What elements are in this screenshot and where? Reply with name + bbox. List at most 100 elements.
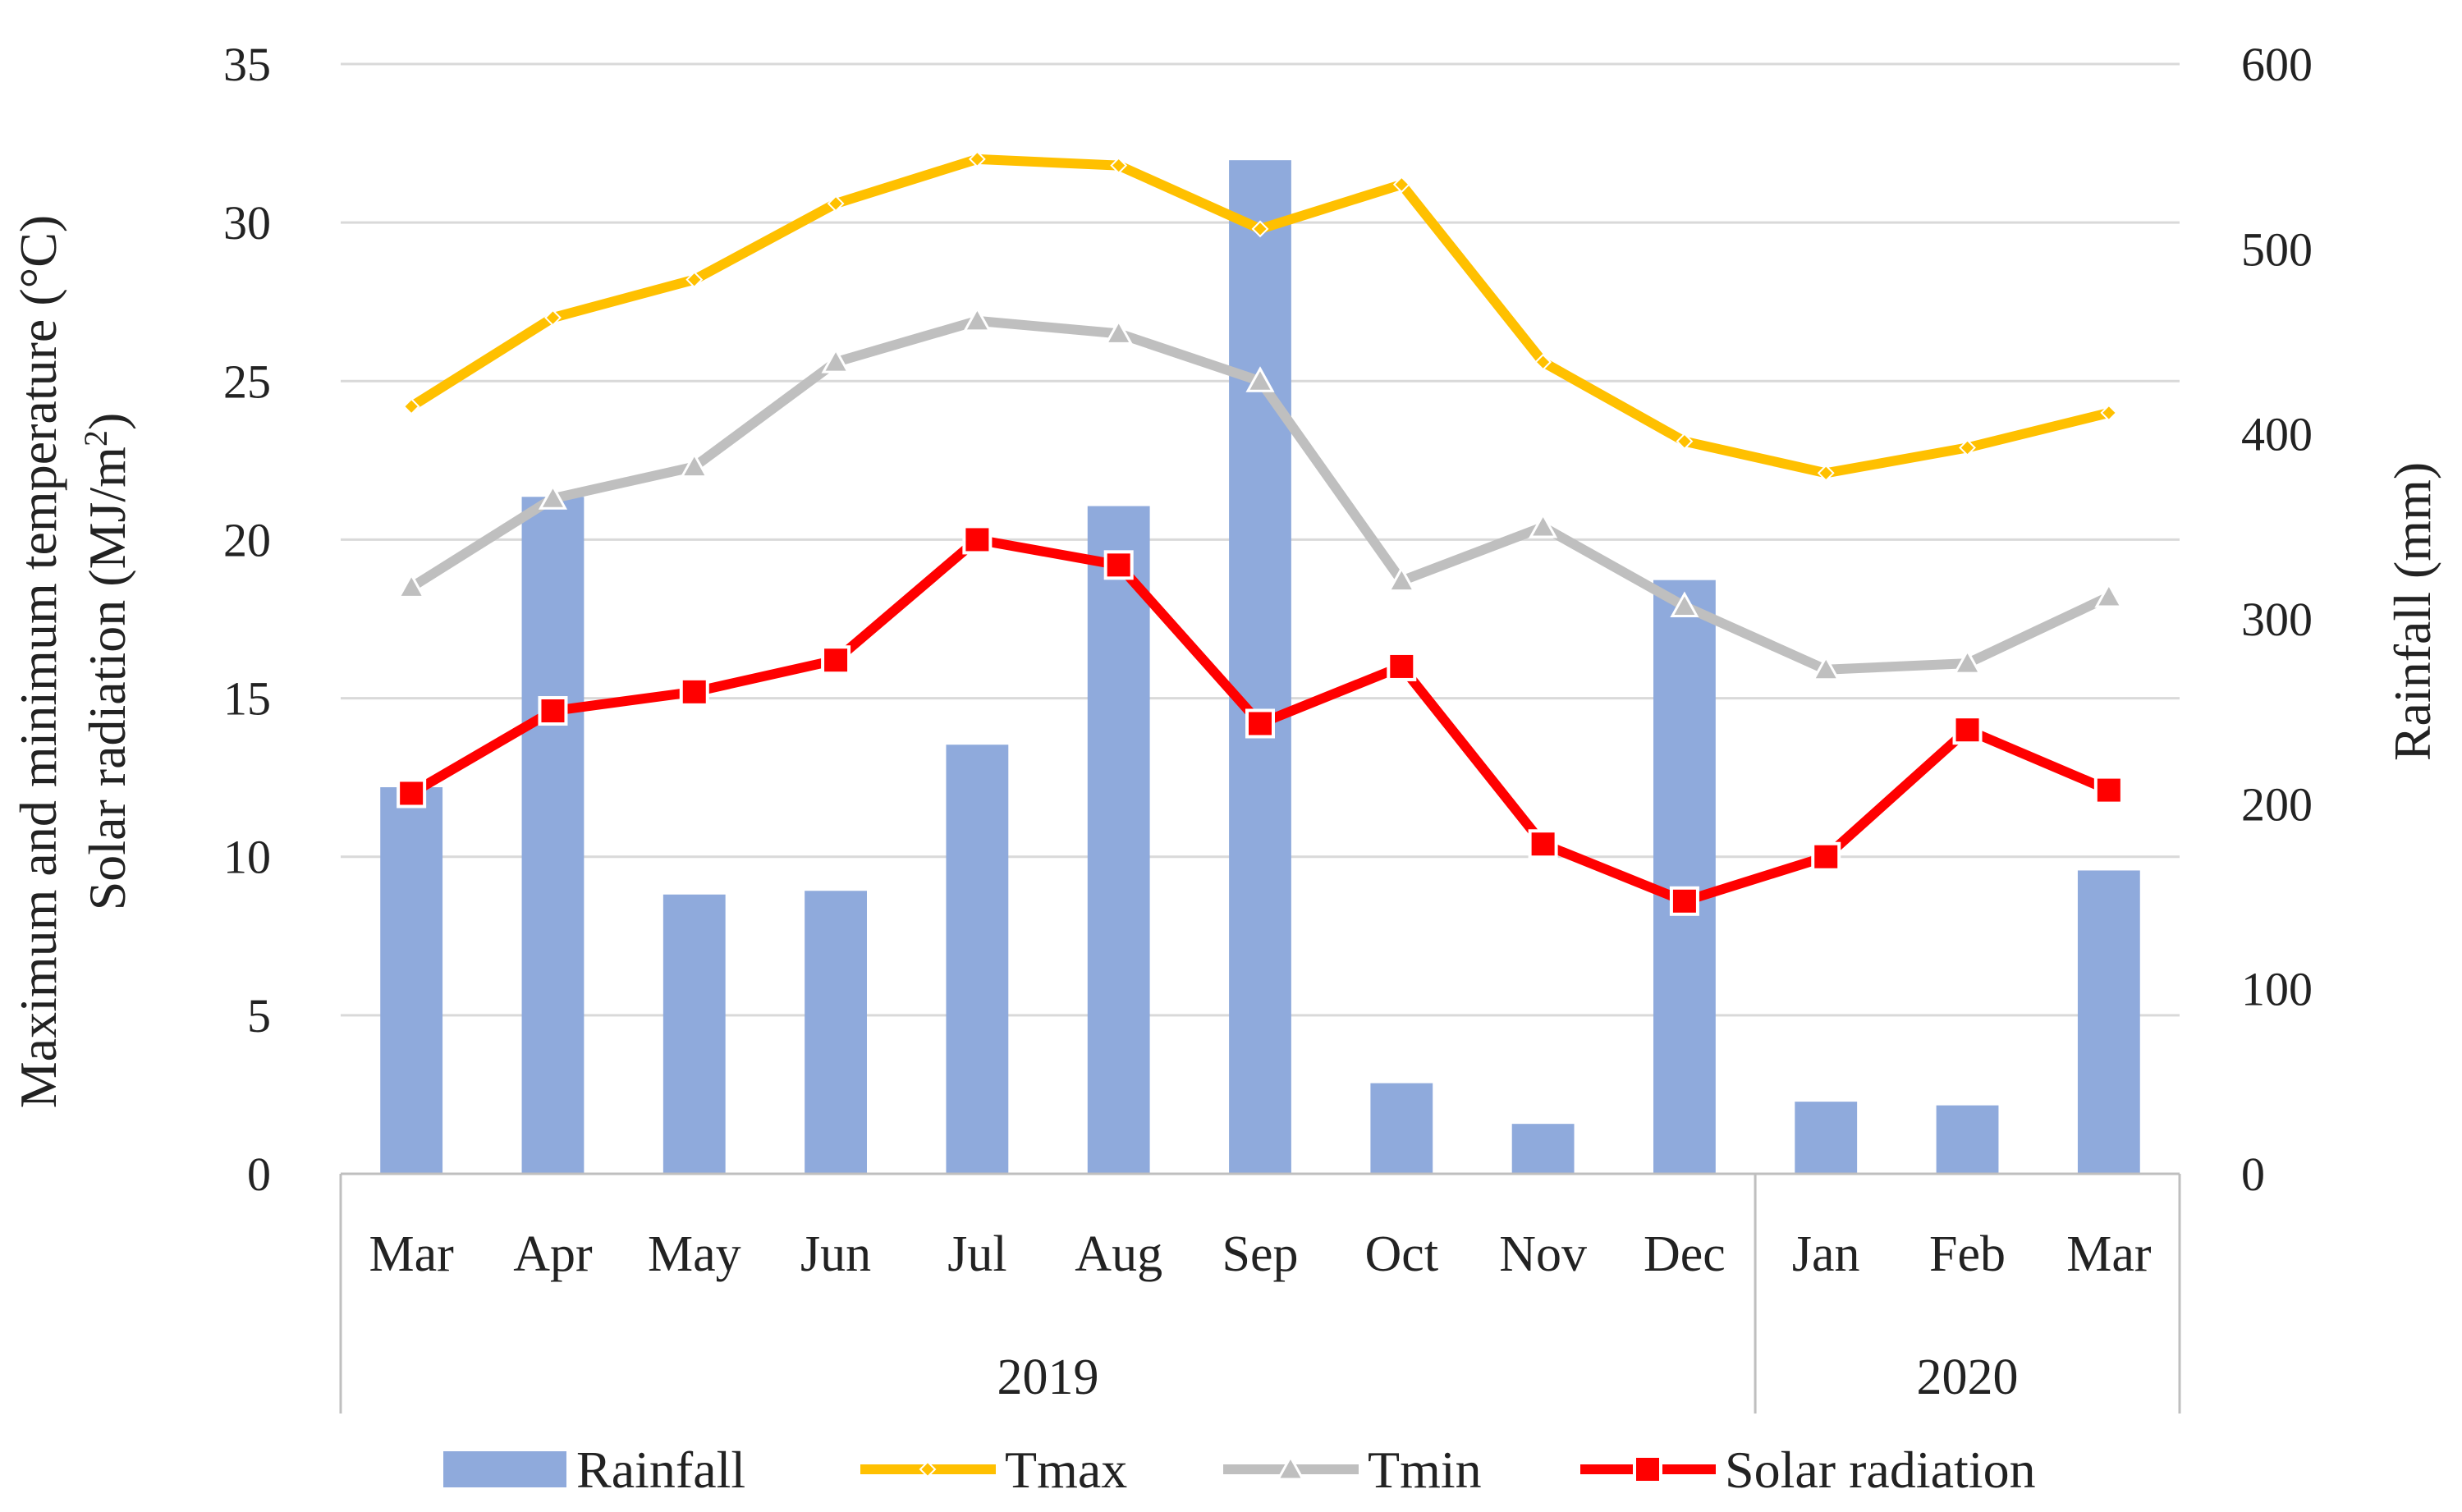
solar-radiation-point <box>1669 886 1699 916</box>
tmax-point <box>544 309 562 327</box>
legend-marker-tmax <box>919 1460 937 1478</box>
category-label: Nov <box>1499 1226 1587 1282</box>
rainfall-bar <box>662 894 726 1174</box>
year-label: 2020 <box>1917 1349 2019 1405</box>
tmax-point <box>968 150 986 168</box>
tmax-point <box>1392 176 1410 194</box>
tmax-point <box>402 397 420 415</box>
tmin-point <box>1952 648 1983 675</box>
left-tick-label: 30 <box>223 196 271 250</box>
tmax-point <box>1676 433 1694 451</box>
tmax-point <box>1110 157 1128 175</box>
left-tick-label: 10 <box>223 831 271 884</box>
tmin-point <box>821 347 850 373</box>
tmin-point <box>1387 566 1416 593</box>
rainfall-bar <box>1370 1083 1433 1174</box>
solar-radiation-point <box>679 676 709 707</box>
legend-marker-tmin <box>1276 1454 1305 1481</box>
legend-swatch-rainfall <box>443 1451 566 1487</box>
category-label: Jan <box>1792 1226 1860 1282</box>
left-tick-label: 5 <box>247 989 271 1042</box>
year-label: 2019 <box>997 1349 1099 1405</box>
solar-radiation-point <box>1952 715 1983 745</box>
legend-label-solar-radiation: Solar radiation <box>1725 1441 2036 1499</box>
right-axis-title: Rainfall (mm) <box>2383 462 2441 761</box>
tmin-point <box>538 483 568 510</box>
right-tick-label: 600 <box>2241 38 2313 91</box>
rainfall-bar <box>1936 1105 1999 1174</box>
tmax-point <box>1959 438 1976 456</box>
rainfall-bar <box>1653 580 1716 1174</box>
tmin-point <box>680 451 709 479</box>
solar-radiation-point <box>962 525 993 555</box>
category-label: Jun <box>800 1226 871 1282</box>
rainfall-bars <box>380 160 2140 1174</box>
line-series <box>397 150 2124 916</box>
rainfall-bar <box>2077 870 2140 1174</box>
category-label: Oct <box>1365 1226 1439 1282</box>
rainfall-bar <box>946 745 1009 1174</box>
tmax-point <box>1817 464 1835 482</box>
right-tick-label: 400 <box>2241 408 2313 461</box>
category-label: Apr <box>513 1226 593 1282</box>
legend-label-tmin: Tmin <box>1368 1441 1482 1499</box>
legend-marker-solar-radiation <box>1633 1455 1662 1484</box>
right-tick-label: 500 <box>2241 222 2313 276</box>
solar-radiation-point <box>1811 841 1841 872</box>
solar-radiation-point <box>538 696 568 726</box>
category-label: Aug <box>1075 1226 1162 1282</box>
category-label: May <box>648 1226 741 1282</box>
left-tick-label: 20 <box>223 513 271 566</box>
rainfall-bar <box>1229 160 1291 1174</box>
rainfall-bar <box>1511 1124 1575 1174</box>
tmin-point <box>1529 511 1558 538</box>
tmin-point <box>2094 581 2124 608</box>
rainfall-bar <box>380 787 443 1174</box>
rainfall-bar <box>521 497 585 1174</box>
solar-radiation-point <box>821 645 851 676</box>
right-tick-label: 300 <box>2241 593 2313 646</box>
tmax-point <box>1251 220 1269 238</box>
tmin-point <box>1104 318 1134 345</box>
tmin-point <box>1811 654 1841 681</box>
solar-radiation-point <box>397 778 427 809</box>
category-label: Mar <box>369 1226 455 1282</box>
category-axis <box>339 1172 2181 1413</box>
tmin-point <box>397 572 426 598</box>
solar-radiation-point <box>2093 775 2124 805</box>
rainfall-bar <box>1087 506 1150 1174</box>
right-tick-label: 100 <box>2241 963 2313 1016</box>
left-axis-title-line1: Maximum and minimum temperature (°C) <box>9 215 67 1108</box>
right-axis-ticks: 0 100 200 300 400 500 600 <box>2241 38 2313 1201</box>
right-tick-label: 200 <box>2241 777 2313 831</box>
left-tick-label: 15 <box>223 672 271 726</box>
tmin-point <box>962 305 992 332</box>
left-tick-label: 35 <box>223 38 271 91</box>
left-axis-ticks: 0 5 10 15 20 25 30 35 <box>223 38 271 1201</box>
rainfall-bar <box>805 891 867 1174</box>
right-tick-label: 0 <box>2241 1148 2265 1201</box>
tmax-point <box>2100 404 2118 422</box>
tmin-point <box>1670 591 1699 618</box>
tmax-point <box>1534 353 1552 371</box>
solar-radiation-point <box>1528 829 1558 859</box>
tmin-point <box>1245 366 1275 392</box>
solar-radiation-point <box>1245 708 1275 739</box>
category-label: Mar <box>2066 1226 2152 1282</box>
category-label: Sep <box>1222 1226 1299 1282</box>
solar-radiation-point <box>1103 550 1134 580</box>
left-tick-label: 25 <box>223 355 271 408</box>
legend: Rainfall Tmax Tmin Solar radiation <box>443 1441 2036 1499</box>
tmax-point <box>827 195 845 213</box>
category-labels: Mar Apr May Jun Jul Aug Sep Oct Nov Dec Jan Feb Mar 2… <box>369 1226 2152 1405</box>
category-label: Feb <box>1929 1226 2006 1282</box>
solar-radiation-point <box>1387 651 1417 681</box>
rainfall-bar <box>1795 1102 1858 1174</box>
legend-label-rainfall: Rainfall <box>576 1441 745 1499</box>
left-axis-title-line2: Solar radiation (MJ/m2) <box>77 413 137 911</box>
category-label: Jul <box>947 1226 1006 1282</box>
legend-label-tmax: Tmax <box>1005 1441 1127 1499</box>
category-label: Dec <box>1644 1226 1726 1282</box>
left-tick-label: 0 <box>247 1148 271 1201</box>
